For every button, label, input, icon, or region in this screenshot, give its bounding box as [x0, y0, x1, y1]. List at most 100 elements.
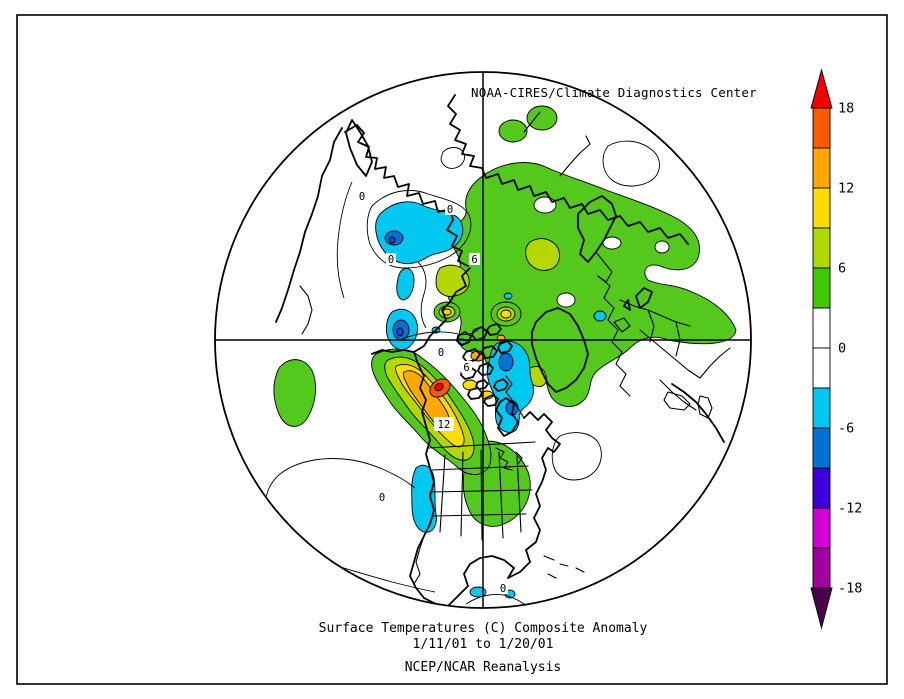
colorbar-segment-6-9 [812, 227, 831, 269]
anomaly-region-negative-chukotka [375, 201, 464, 265]
anomaly-region-warm-core-nw-canada [371, 348, 492, 475]
speck-cyan [469, 586, 487, 598]
contour-label: 6 [469, 253, 480, 266]
crosshair-lines [215, 72, 751, 608]
colorbar-segment-0-3 [812, 307, 831, 349]
svg-text:0: 0 [379, 492, 385, 504]
contour-labels: 0 0 0 0 6 6 12 [357, 190, 508, 595]
colorbar-segment-12-15 [812, 147, 831, 189]
coastline-siberia-arctic [447, 94, 689, 245]
coastline-novaya-zemlya [559, 135, 591, 177]
svg-text:6: 6 [471, 254, 477, 266]
contour-loop-polar [440, 147, 466, 169]
coastline-na-west [409, 351, 435, 599]
arctic-archipelago-coastline [456, 323, 513, 407]
colorbar-segment--15--12 [812, 507, 831, 549]
coastline-gulf-florida [423, 517, 541, 607]
svg-text:0: 0 [359, 191, 365, 203]
colorbar-segment-15-18 [812, 107, 831, 149]
anomaly-region-positive-arctic-2 [526, 105, 558, 131]
contour-loop-barents [602, 140, 660, 187]
contour-hole [602, 236, 622, 250]
coastline-severnaya-zemlya [523, 111, 541, 133]
contour-label: 0 [386, 253, 396, 266]
anomaly-region-negative-western-us [411, 464, 437, 533]
svg-text:0: 0 [438, 347, 444, 359]
colorbar-over-arrow [810, 68, 833, 109]
credit-text: NOAA-CIRES/Climate Diagnostics Center [471, 85, 757, 100]
contour-hole [556, 292, 576, 308]
anomaly-region-positive-pacific [273, 359, 317, 427]
coastline-japan [299, 285, 313, 335]
caption-source: NCEP/NCAR Reanalysis [405, 660, 562, 675]
map-boundary-circle [214, 71, 752, 609]
contour-label: 0 [445, 203, 455, 216]
colorbar-segment--3-0 [812, 347, 831, 389]
caption-date-range: 1/11/01 to 1/20/01 [413, 637, 554, 652]
svg-text:6: 6 [463, 362, 469, 374]
coastline-kamchatka [345, 119, 373, 177]
cold-deep-core [388, 236, 396, 244]
colorbar-segment--9--6 [812, 427, 831, 469]
contour-hole [533, 196, 557, 214]
mediterranean-seas [663, 391, 713, 419]
coastline-baja [413, 535, 425, 585]
coastlines [275, 94, 731, 607]
plot-border [16, 14, 888, 685]
contour-label: 0 [357, 190, 367, 203]
colorbar-under-arrow [810, 587, 833, 630]
colorbar-tick-label: -18 [838, 581, 862, 597]
colorbar: 18 12 6 0 -6 -12 -18 [810, 68, 862, 630]
spot-core-yellow [500, 309, 512, 319]
contour-label: 12 [434, 417, 454, 431]
coastline-iceland [613, 317, 631, 333]
colorbar-tick-label: 12 [838, 181, 854, 197]
anomaly-region-positive-arctic-1 [498, 119, 528, 143]
svg-text:12: 12 [438, 419, 451, 431]
speck-cyan [593, 310, 607, 322]
contour-hole [654, 240, 670, 254]
coastline-hudson-bay [495, 397, 519, 437]
colorbar-segment-3-6 [812, 267, 831, 309]
colorbar-segment-9-12 [812, 187, 831, 229]
coastline-africa-iberia [671, 383, 725, 443]
colorbar-segment--18--15 [812, 547, 831, 589]
polar-map: 0 0 0 0 6 6 12 [215, 72, 751, 608]
colorbar-tick-label: 18 [838, 101, 854, 117]
contour-loop-atlantic [551, 432, 602, 481]
contour-around-chukotka [366, 189, 472, 269]
coastline-labrador [505, 375, 525, 419]
anomaly-warm-spot-b [490, 301, 522, 327]
contour-label: 6 [461, 361, 472, 374]
warm-core-red [434, 382, 444, 392]
anomaly-region-negative-okhotsk [385, 308, 419, 350]
colorbar-tick-label: -6 [838, 421, 854, 437]
us-state-borders [427, 441, 536, 541]
colorbar-tick-label: 6 [838, 261, 846, 277]
coastline-alaska [371, 267, 471, 355]
cold-deep-core [396, 327, 404, 337]
caption-variable: Surface Temperatures (C) Composite Anoma… [319, 621, 648, 636]
svg-text:0: 0 [500, 583, 506, 595]
contour-label: 0 [377, 491, 387, 504]
colorbar-tick-label: 0 [838, 341, 846, 357]
contour-label: 0 [498, 582, 508, 595]
coastline-greenland [531, 307, 589, 393]
caribbean-islands [543, 555, 585, 579]
contour-streak-east [417, 261, 427, 329]
coastline-na-east [523, 411, 561, 519]
cold-blue-core [498, 352, 514, 372]
coastline-scandinavia [577, 195, 617, 263]
anomaly-patch-yellow-green-a [525, 238, 560, 271]
colorbar-segment--12--9 [812, 467, 831, 509]
cold-cyan [375, 201, 464, 265]
svg-text:0: 0 [388, 254, 394, 266]
colorbar-tick-label: -12 [838, 501, 862, 517]
speck-cyan [503, 292, 513, 300]
anomaly-region-negative-streak [396, 268, 415, 301]
colorbar-segment--6--3 [812, 387, 831, 429]
contour-west-of-chukotka [336, 181, 353, 299]
svg-text:0: 0 [447, 204, 453, 216]
